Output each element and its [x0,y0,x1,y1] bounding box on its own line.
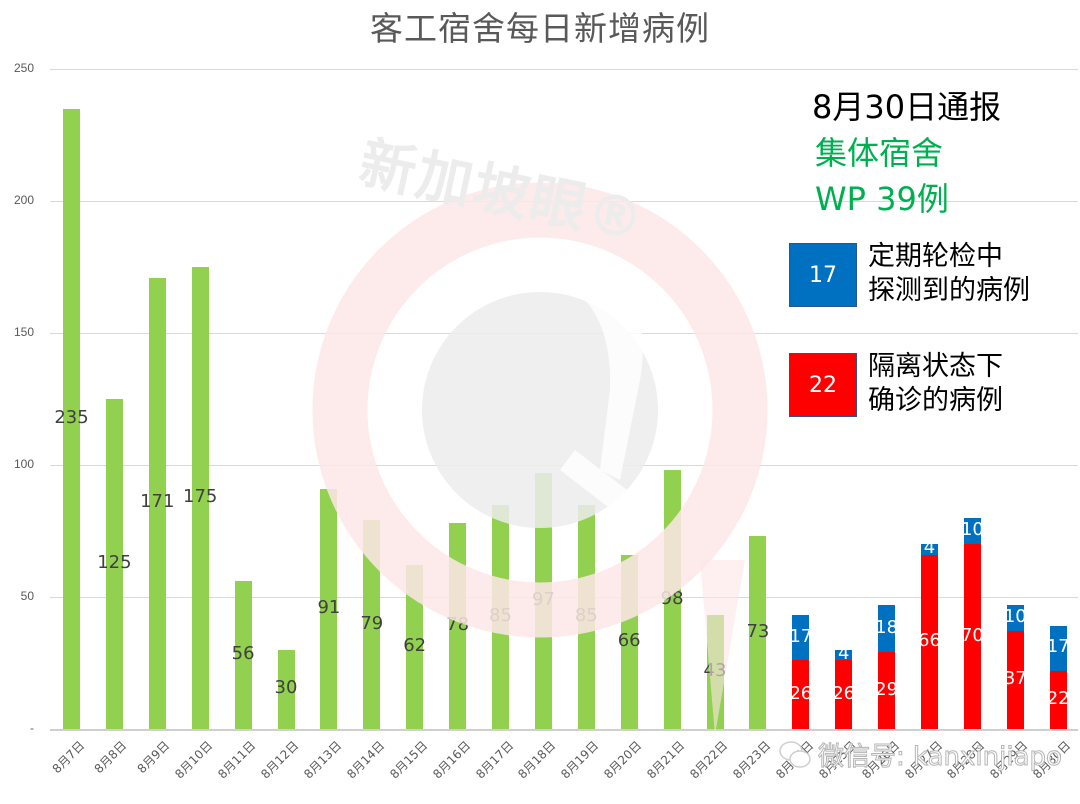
bar-value-label: 79 [360,612,384,634]
segment-value-label: 26 [789,682,813,704]
bar-value-label: 62 [403,635,427,657]
y-tick-label: 100 [13,457,34,471]
stacked-bar [1049,626,1067,729]
segment-value-label: 18 [875,616,899,638]
legend-box-quarantine: 22 [789,353,857,417]
chart-title: 客工宿舍每日新增病例 [370,9,710,48]
bar-value-label: 66 [617,629,641,651]
bar-value-label: 235 [54,406,89,428]
stacked-bar [1006,604,1024,729]
segment-value-label: 10 [960,519,984,540]
stacked-bar [878,604,896,729]
legend-box-routine: 17 [789,243,857,307]
legend-routine-label: 定期轮检中 探测到的病例 [868,240,1030,308]
bar-value-label: 43 [703,660,727,682]
legend-quarantine-value: 22 [809,372,837,398]
segment-value-label: 29 [875,678,899,700]
bar-segment-quarantine [1006,631,1024,729]
bar-value-label: 125 [97,552,132,573]
segment-value-label: 17 [1046,636,1070,658]
y-tick-label: 150 [13,325,34,339]
segment-value-label: 70 [960,624,984,646]
segment-value-label: 4 [923,537,936,559]
bar-segment-quarantine [835,660,853,729]
bar-value-label: 175 [183,486,218,507]
bar-segment-quarantine [1049,670,1067,729]
segment-value-label: 4 [837,643,850,665]
bar-segment-routine-testing [1049,626,1067,671]
bar-value-label: 85 [574,604,598,626]
watermark-brand-text: 新加坡眼® [353,130,651,255]
bar-daily-cases [63,108,80,729]
stacked-bar [792,615,810,729]
segment-value-label: 22 [1046,687,1070,709]
bar-segment-routine-testing [835,649,853,661]
stacked-bar [963,517,981,729]
legend-routine-line1: 定期轮检中 [868,241,1003,272]
bar-segment-routine-testing [921,544,938,555]
category-label: 集体宿舍 [815,134,944,172]
legend-routine-value: 17 [809,262,837,288]
stacked-bar [921,544,938,729]
total-label: WP 39例 [815,180,949,218]
bar-daily-cases [105,399,123,729]
bar-value-label: 171 [140,491,175,513]
bar-value-label: 30 [274,677,298,699]
segment-value-label: 66 [918,629,941,651]
bar-segment-routine-testing [1006,604,1024,632]
bar-daily-cases [191,267,209,729]
y-tick-label: 250 [13,61,34,75]
legend-quarantine-line2: 确诊的病例 [868,385,1003,416]
gridline [50,729,1078,731]
bar-segment-routine-testing [963,517,981,545]
y-tick-label: 200 [13,193,34,207]
bar-daily-cases [234,581,252,729]
segment-value-label: 10 [1003,606,1027,628]
bar-daily-cases [148,277,166,729]
segment-value-label: 26 [832,682,856,704]
legend-routine-line2: 探测到的病例 [868,275,1030,306]
segment-value-label: 37 [1003,668,1027,690]
bar-segment-quarantine [792,660,810,729]
bar-value-label: 56 [231,643,255,665]
y-tick-label: - [30,721,34,735]
bar-segment-quarantine [921,554,938,729]
bar-daily-cases [277,649,295,729]
legend-quarantine-label: 隔离状态下 确诊的病例 [868,350,1003,418]
stacked-bar [835,649,853,729]
bar-value-label: 98 [660,587,684,609]
gridline [50,69,1078,70]
bar-segment-routine-testing [792,615,810,661]
segment-value-label: 17 [789,625,813,647]
bar-segment-quarantine [878,652,896,729]
bar-value-label: 73 [746,620,770,642]
bar-segment-quarantine [963,544,981,729]
bar-segment-routine-testing [878,604,896,653]
report-date: 8月30日通报 [812,88,1002,126]
legend-quarantine-line1: 隔离状态下 [868,351,1003,382]
y-tick-label: 50 [20,589,34,603]
